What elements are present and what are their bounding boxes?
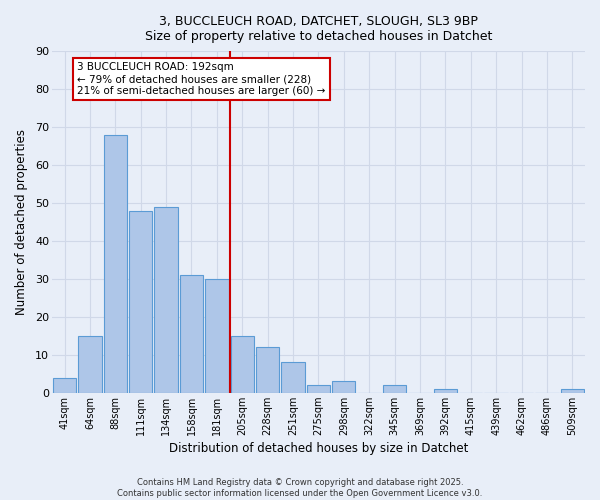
Bar — [78, 336, 101, 393]
Bar — [230, 336, 254, 393]
Title: 3, BUCCLEUCH ROAD, DATCHET, SLOUGH, SL3 9BP
Size of property relative to detache: 3, BUCCLEUCH ROAD, DATCHET, SLOUGH, SL3 … — [145, 15, 492, 43]
Bar — [180, 275, 203, 393]
Bar — [205, 279, 229, 393]
Bar — [256, 347, 280, 393]
Text: Contains HM Land Registry data © Crown copyright and database right 2025.
Contai: Contains HM Land Registry data © Crown c… — [118, 478, 482, 498]
Y-axis label: Number of detached properties: Number of detached properties — [15, 129, 28, 315]
Bar — [129, 210, 152, 393]
Bar — [560, 389, 584, 393]
X-axis label: Distribution of detached houses by size in Datchet: Distribution of detached houses by size … — [169, 442, 468, 455]
Text: 3 BUCCLEUCH ROAD: 192sqm
← 79% of detached houses are smaller (228)
21% of semi-: 3 BUCCLEUCH ROAD: 192sqm ← 79% of detach… — [77, 62, 326, 96]
Bar — [53, 378, 76, 393]
Bar — [307, 385, 330, 393]
Bar — [104, 134, 127, 393]
Bar — [434, 389, 457, 393]
Bar — [332, 382, 355, 393]
Bar — [154, 207, 178, 393]
Bar — [281, 362, 305, 393]
Bar — [383, 385, 406, 393]
